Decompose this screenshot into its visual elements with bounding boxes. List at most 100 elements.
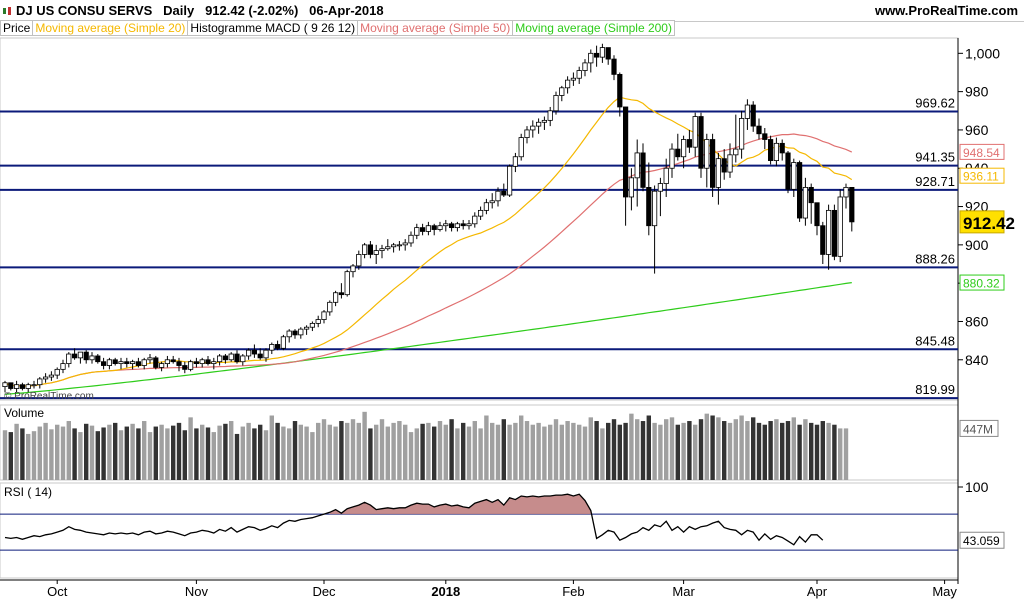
candle-body <box>414 227 420 236</box>
candle-body <box>292 330 298 336</box>
volume-bar <box>681 422 686 480</box>
candle-body <box>240 355 246 363</box>
volume-bar <box>432 426 437 480</box>
volume-bar <box>814 424 820 480</box>
price-candle <box>501 183 507 197</box>
volume-bar <box>321 419 327 480</box>
candle-body <box>425 225 432 232</box>
candle-body <box>646 186 652 227</box>
volume-bar <box>136 428 141 480</box>
volume-bar <box>339 421 344 480</box>
candle-body <box>216 355 223 363</box>
price-candle <box>472 212 478 228</box>
volume-bar <box>66 421 71 480</box>
candle-body <box>245 349 252 357</box>
price-candle <box>164 355 170 368</box>
sma200-line <box>4 282 852 395</box>
volume-bar <box>490 422 495 480</box>
candle-body <box>814 202 820 227</box>
candle-body <box>820 225 826 255</box>
time-tick-label: Feb <box>562 584 584 599</box>
candle-body <box>164 359 170 365</box>
candle-body <box>681 139 687 158</box>
support-resistance-label: 845.48 <box>915 333 955 348</box>
candle-body <box>269 344 275 351</box>
volume-bar <box>669 417 675 480</box>
price-candle <box>739 110 745 159</box>
volume-bar <box>820 421 825 480</box>
price-candle <box>286 329 292 343</box>
price-candle <box>31 380 37 389</box>
price-candle <box>77 351 83 364</box>
price-candle <box>710 133 716 197</box>
volume-bar <box>298 424 303 480</box>
candle-body <box>443 223 449 227</box>
legend-item-2[interactable]: Histogramme MACD ( 9 26 12) <box>187 20 359 36</box>
volume-bar <box>188 417 193 480</box>
time-tick-label: Dec <box>312 584 336 599</box>
price-candle <box>576 66 582 84</box>
candle-body <box>617 73 623 108</box>
volume-bar <box>716 417 721 480</box>
candle-body <box>454 223 461 229</box>
candle-body <box>187 361 194 370</box>
candle-body <box>390 244 397 248</box>
volume-bar <box>826 422 831 480</box>
candle-body <box>628 177 635 198</box>
candle-body <box>489 200 495 204</box>
price-candle <box>512 152 519 173</box>
price-candle <box>611 55 617 81</box>
volume-bar <box>484 415 489 480</box>
last-price-change: 912.42 (-2.02%) <box>205 3 299 18</box>
price-candle <box>182 361 188 374</box>
candle-body <box>124 361 130 365</box>
candle-body <box>43 376 49 380</box>
price-tick-label: 980 <box>965 84 989 100</box>
candle-body <box>54 368 60 376</box>
price-candle <box>536 118 542 134</box>
volume-bar <box>536 422 541 480</box>
candle-body <box>501 190 507 196</box>
price-candle <box>727 143 733 178</box>
candle-body <box>785 152 791 190</box>
price-tick-label: 840 <box>965 352 989 368</box>
volume-bar <box>223 423 228 480</box>
price-candle <box>228 352 234 362</box>
price-candle <box>43 373 49 383</box>
candle-body <box>565 79 571 89</box>
candle-body <box>286 330 292 338</box>
volume-bar <box>385 426 390 480</box>
rsi-last-value: 43.059 <box>963 534 1000 548</box>
candle-body <box>477 209 484 217</box>
volume-bar <box>55 424 60 480</box>
volume-bar <box>263 430 269 480</box>
price-candle <box>153 355 159 370</box>
legend-item-1[interactable]: Moving average (Simple 20) <box>32 20 189 36</box>
candle-body <box>332 292 339 303</box>
candle-body <box>727 154 733 173</box>
volume-last-value: 447M <box>963 422 993 436</box>
volume-bar <box>843 428 849 480</box>
price-candle <box>327 300 333 316</box>
site-url[interactable]: www.ProRealTime.com <box>874 3 1018 18</box>
price-tick-label: 900 <box>965 237 989 253</box>
price-candle <box>390 242 397 253</box>
price-candle <box>321 309 327 324</box>
time-tick-label: 2018 <box>431 584 460 599</box>
legend-item-3[interactable]: Moving average (Simple 50) <box>357 20 514 36</box>
volume-bar <box>472 421 477 480</box>
sma20-last-value: 936.11 <box>963 170 999 184</box>
volume-bar <box>113 422 118 480</box>
price-candle <box>402 239 408 251</box>
price-candle <box>309 321 316 332</box>
price-candle <box>106 357 112 370</box>
candle-body <box>837 196 843 257</box>
volume-bar <box>176 422 182 480</box>
candle-body <box>686 139 693 148</box>
legend-item-4[interactable]: Moving average (Simple 200) <box>512 20 675 36</box>
volume-bar <box>693 424 698 480</box>
price-candle <box>506 164 513 197</box>
legend-item-0[interactable]: Price <box>0 20 34 36</box>
volume-bar <box>403 424 408 480</box>
